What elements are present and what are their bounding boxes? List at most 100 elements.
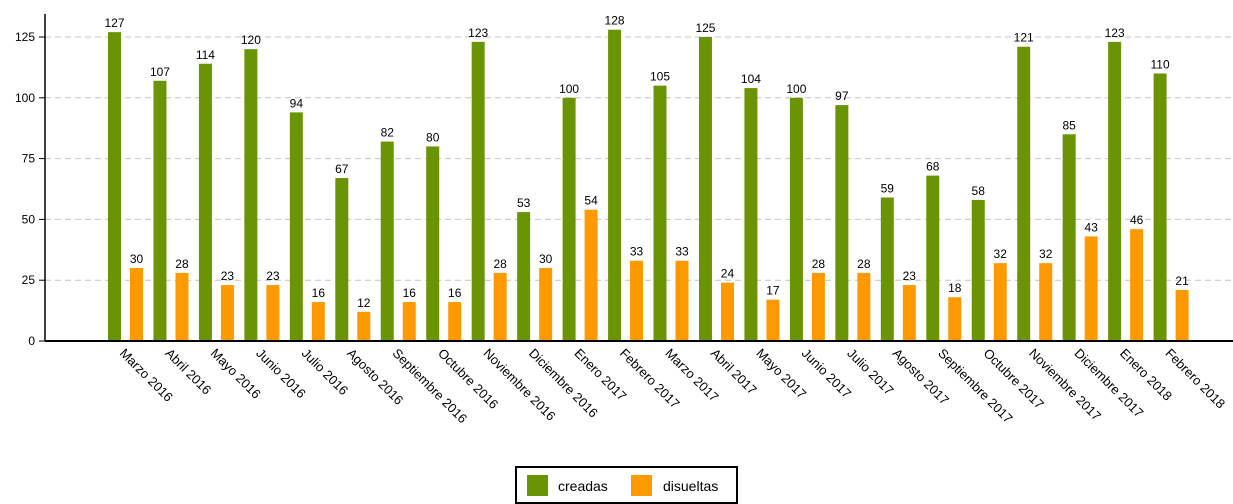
bar-creadas xyxy=(698,37,712,341)
data-label-creadas: 107 xyxy=(150,65,170,79)
bar-disueltas xyxy=(220,285,234,341)
data-label-disueltas: 32 xyxy=(994,247,1008,261)
bar-creadas xyxy=(153,80,167,341)
data-label-creadas: 100 xyxy=(786,82,806,96)
bar-creadas xyxy=(653,85,667,341)
data-label-disueltas: 24 xyxy=(721,267,735,281)
bar-creadas xyxy=(971,199,985,341)
bar-disueltas xyxy=(311,302,325,341)
y-tick-label: 50 xyxy=(22,212,36,226)
data-label-creadas: 123 xyxy=(1105,26,1125,40)
data-label-creadas: 68 xyxy=(926,160,940,174)
bar-creadas xyxy=(1062,134,1076,341)
data-label-disueltas: 16 xyxy=(403,286,417,300)
data-label-creadas: 85 xyxy=(1062,118,1076,132)
data-label-disueltas: 16 xyxy=(312,286,326,300)
data-label-disueltas: 33 xyxy=(630,245,644,259)
bar-disueltas xyxy=(175,272,189,341)
bar-disueltas xyxy=(1039,263,1053,341)
bar-creadas xyxy=(198,63,212,341)
bar-disueltas xyxy=(630,260,644,341)
legend-label: creadas xyxy=(558,478,608,494)
data-label-disueltas: 28 xyxy=(857,257,871,271)
legend-swatch xyxy=(631,475,652,496)
bar-disueltas xyxy=(993,263,1007,341)
data-label-creadas: 123 xyxy=(468,26,488,40)
data-label-creadas: 100 xyxy=(559,82,579,96)
bar-creadas xyxy=(426,146,440,341)
bar-disueltas xyxy=(1130,229,1144,341)
bar-creadas xyxy=(835,105,849,341)
data-label-creadas: 94 xyxy=(290,96,304,110)
data-labels: 127 30 107 28 114 23 120 23 94 16 67 12 82 16 80 16 123 2… xyxy=(104,14,1189,310)
data-label-disueltas: 46 xyxy=(1130,213,1144,227)
data-label-creadas: 120 xyxy=(241,33,261,47)
data-label-disueltas: 12 xyxy=(357,296,371,310)
bar-creadas xyxy=(244,49,258,341)
legend-box xyxy=(515,466,738,504)
y-tick-label: 25 xyxy=(22,273,36,287)
grid-lines xyxy=(45,36,1233,281)
data-label-disueltas: 23 xyxy=(903,269,917,283)
y-tick-label: 100 xyxy=(15,91,35,105)
data-label-disueltas: 17 xyxy=(766,284,780,298)
data-label-creadas: 97 xyxy=(835,89,849,103)
x-tick-label: Febrero 2018 xyxy=(1162,346,1228,412)
data-label-creadas: 125 xyxy=(695,21,715,35)
bar-disueltas xyxy=(720,282,734,341)
bar-disueltas xyxy=(266,285,280,341)
data-label-creadas: 80 xyxy=(426,130,440,144)
data-label-disueltas: 23 xyxy=(221,269,235,283)
bar-disueltas xyxy=(675,260,689,341)
data-label-disueltas: 23 xyxy=(266,269,280,283)
data-label-creadas: 128 xyxy=(605,14,625,28)
bar-disueltas xyxy=(1084,236,1098,341)
bar-creadas xyxy=(880,197,894,341)
data-label-disueltas: 30 xyxy=(130,252,144,266)
data-label-disueltas: 33 xyxy=(675,245,689,259)
bar-disueltas xyxy=(948,297,962,341)
bar-creadas xyxy=(1108,41,1122,341)
y-tick-label: 75 xyxy=(22,152,36,166)
bar-disueltas xyxy=(1175,289,1189,341)
bar-disueltas xyxy=(902,285,916,341)
bar-creadas xyxy=(108,32,121,342)
bar-creadas xyxy=(517,212,531,341)
bar-creadas xyxy=(380,141,394,341)
data-label-creadas: 121 xyxy=(1014,31,1034,45)
bar-creadas xyxy=(926,175,940,341)
data-label-creadas: 53 xyxy=(517,196,531,210)
data-label-creadas: 58 xyxy=(972,184,986,198)
bar-creadas xyxy=(562,97,576,341)
bar-creadas xyxy=(471,41,485,341)
bar-disueltas xyxy=(584,209,598,341)
bar-disueltas xyxy=(357,311,371,341)
bar-creadas xyxy=(608,29,622,341)
bar-disueltas xyxy=(448,302,462,341)
data-label-disueltas: 32 xyxy=(1039,247,1053,261)
data-label-creadas: 114 xyxy=(196,48,215,62)
bar-disueltas xyxy=(402,302,416,341)
legend: creadas disueltas xyxy=(515,466,738,504)
data-label-creadas: 110 xyxy=(1151,57,1170,71)
data-label-creadas: 59 xyxy=(881,182,895,196)
data-label-disueltas: 18 xyxy=(948,281,962,295)
data-label-creadas: 82 xyxy=(381,126,395,140)
bar-disueltas xyxy=(539,268,553,341)
data-label-creadas: 105 xyxy=(650,70,670,84)
bar-creadas xyxy=(1017,46,1031,342)
data-label-disueltas: 43 xyxy=(1084,220,1098,234)
bar-creadas xyxy=(789,97,803,341)
data-label-creadas: 127 xyxy=(104,16,124,30)
legend-swatch xyxy=(527,475,548,496)
bar-disueltas xyxy=(811,272,825,341)
data-label-creadas: 104 xyxy=(741,72,761,86)
data-label-disueltas: 30 xyxy=(539,252,553,266)
bars xyxy=(108,29,1189,342)
legend-label: disueltas xyxy=(663,478,718,494)
data-label-disueltas: 28 xyxy=(494,257,508,271)
bar-creadas xyxy=(289,112,303,341)
y-tick-label: 125 xyxy=(15,30,35,44)
